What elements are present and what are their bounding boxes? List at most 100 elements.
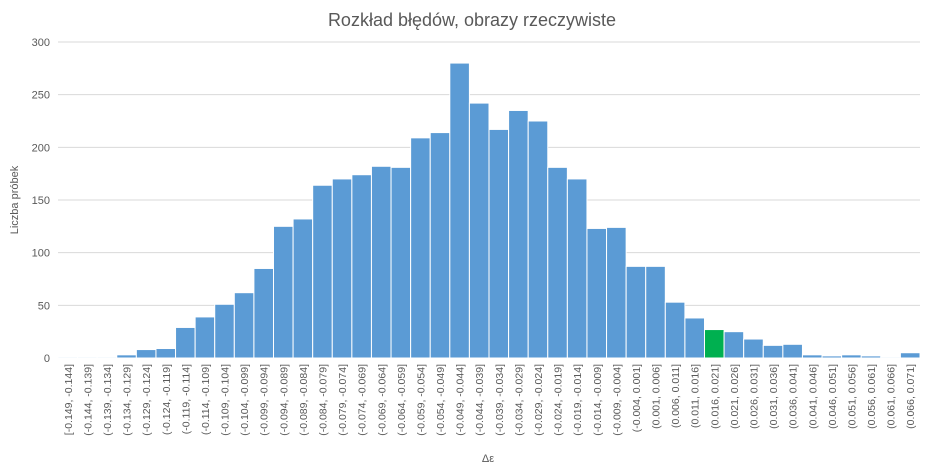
x-tick-label: (-0.089, -0.084] <box>298 364 310 436</box>
histogram-bar <box>880 356 901 359</box>
histogram-bar <box>331 178 353 359</box>
histogram-bar <box>96 356 118 359</box>
histogram-bar <box>194 316 216 359</box>
x-tick-label: (0.036, 0.041] <box>788 364 800 429</box>
y-tick-label: 0 <box>44 353 50 365</box>
histogram-bar <box>175 326 196 359</box>
x-tick-label: (0.016, 0.021] <box>709 364 721 429</box>
x-tick-label: (-0.124, -0.119] <box>161 364 173 435</box>
x-tick-label: (0.021, 0.026] <box>729 364 741 429</box>
histogram-bar <box>664 301 686 359</box>
histogram-bar <box>684 317 706 359</box>
y-tick-label: 250 <box>32 90 50 102</box>
x-tick-label: (-0.139, -0.134] <box>102 364 114 436</box>
histogram-bar <box>841 354 862 359</box>
histogram-bar <box>606 226 627 359</box>
x-tick-label: (-0.134, -0.129] <box>122 364 134 436</box>
x-tick-label: (-0.094, -0.089] <box>278 364 290 436</box>
x-axis-ticks: [-0.149, -0.144] (-0.144, -0.139] (-0.139,… <box>63 364 917 436</box>
x-tick-label: (0.056, 0.061] <box>866 364 878 429</box>
x-tick-label: (0.001, 0.006] <box>651 364 663 429</box>
histogram-bar <box>233 292 255 359</box>
x-tick-label: (-0.104, -0.099] <box>239 364 251 436</box>
x-tick-label: (-0.099, -0.094] <box>259 364 271 436</box>
histogram-bar-highlighted <box>704 329 725 359</box>
histogram-bar <box>508 109 529 359</box>
y-axis-label: Liczba próbek <box>9 165 21 234</box>
y-axis-ticks: 0 50 100 150 200 250 300 <box>32 37 50 365</box>
x-tick-label: (0.006, 0.011] <box>670 364 682 428</box>
y-tick-label: 200 <box>32 142 50 154</box>
x-tick-label: (-0.074, -0.069] <box>357 364 369 436</box>
x-tick-label: (-0.069, -0.064] <box>376 364 388 436</box>
histogram-bar <box>860 355 882 359</box>
histogram-bar <box>116 354 137 359</box>
histogram-bar <box>547 166 568 359</box>
x-tick-label: (0.011, 0.016] <box>690 364 702 428</box>
x-tick-label: (-0.114, -0.109] <box>200 364 212 435</box>
histogram-bar <box>586 227 608 359</box>
histogram-bar <box>292 218 314 359</box>
x-tick-label: (0.031, 0.036] <box>768 364 780 429</box>
histogram-bar <box>312 184 333 359</box>
x-tick-label: (-0.039, -0.034] <box>494 364 506 436</box>
histogram-bar <box>273 225 294 359</box>
histogram-bar <box>527 120 549 359</box>
histogram-bar <box>390 166 412 359</box>
x-tick-label: (0.041, 0.046] <box>807 364 819 429</box>
x-tick-label: (-0.054, -0.049] <box>435 364 447 436</box>
x-tick-label: (-0.084, -0.079] <box>317 364 329 436</box>
x-tick-label: (-0.034, -0.029] <box>513 364 525 436</box>
y-tick-label: 300 <box>32 37 50 49</box>
histogram-bar <box>57 356 79 359</box>
x-tick-label: (-0.029, -0.024] <box>533 364 545 436</box>
x-tick-label: (-0.049, -0.044] <box>455 364 467 436</box>
x-tick-label: (-0.109, -0.104] <box>220 364 232 436</box>
histogram-bar <box>214 303 235 359</box>
histogram-bar <box>821 355 843 359</box>
x-tick-label: [-0.149, -0.144] <box>63 364 75 435</box>
histogram-bar <box>645 265 666 359</box>
histogram-bar <box>370 165 392 359</box>
y-tick-label: 50 <box>38 300 50 312</box>
histogram-bar <box>899 352 921 359</box>
chart-title: Rozkład błędów, obrazy rzeczywiste <box>328 10 616 30</box>
x-tick-label: (0.066, 0.071] <box>905 364 917 429</box>
y-tick-label: 100 <box>32 248 50 260</box>
histogram-bar <box>351 174 372 359</box>
histogram-bar <box>410 137 431 359</box>
histogram-bar <box>253 267 274 359</box>
x-tick-label: (0.051, 0.056] <box>846 364 858 429</box>
x-tick-label: (-0.064, -0.059] <box>396 364 408 436</box>
histogram-bar <box>429 132 451 359</box>
x-tick-label: (-0.129, -0.124] <box>141 364 153 436</box>
histogram-bar <box>155 348 177 359</box>
x-tick-label: (-0.024, -0.019] <box>553 364 565 436</box>
x-tick-label: (-0.119, -0.114] <box>180 364 192 434</box>
x-tick-label: (0.046, 0.051] <box>827 364 839 429</box>
histogram-bar <box>449 62 470 359</box>
histogram-bar <box>468 102 490 359</box>
histogram-bar <box>782 343 803 359</box>
histogram-bar <box>566 178 588 359</box>
x-tick-label: (-0.044, -0.039] <box>474 364 486 436</box>
x-tick-label: (-0.079, -0.074] <box>337 364 349 436</box>
bars <box>57 62 921 359</box>
histogram-bar <box>762 344 784 359</box>
x-tick-label: (0.061, 0.066] <box>886 364 898 429</box>
histogram-bar <box>743 338 764 359</box>
y-tick-label: 150 <box>32 195 50 207</box>
histogram-bar <box>801 354 823 359</box>
histogram-bar <box>77 356 98 359</box>
x-tick-label: (-0.019, -0.014] <box>572 364 584 436</box>
x-tick-label: (-0.004, 0.001] <box>631 364 643 432</box>
x-tick-label: (-0.009, -0.004] <box>611 364 623 436</box>
x-axis-label: Δε <box>482 453 494 465</box>
histogram-bar <box>488 128 510 359</box>
x-tick-label: (-0.059, -0.054] <box>415 364 427 436</box>
x-tick-label: (-0.144, -0.139] <box>82 364 94 436</box>
histogram-bar <box>135 349 157 359</box>
histogram-bar <box>625 265 647 359</box>
